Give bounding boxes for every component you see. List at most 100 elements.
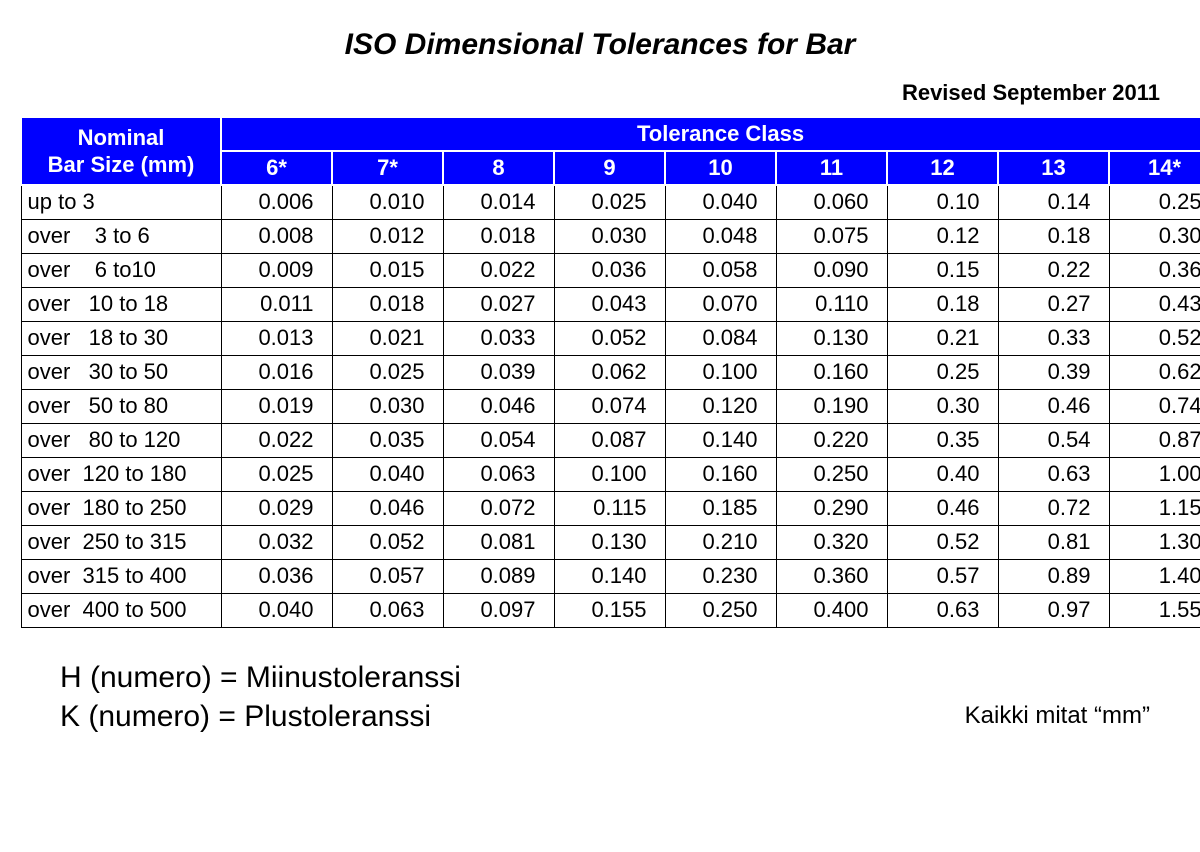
value-cell: 0.63 bbox=[887, 593, 998, 627]
value-cell: 0.009 bbox=[221, 253, 332, 287]
size-cell: over 180 to 250 bbox=[21, 491, 221, 525]
value-cell: 0.025 bbox=[332, 355, 443, 389]
table-row: over 50 to 800.0190.0300.0460.0740.1200.… bbox=[21, 389, 1200, 423]
value-cell: 0.032 bbox=[221, 525, 332, 559]
table-row: over 120 to 1800.0250.0400.0630.1000.160… bbox=[21, 457, 1200, 491]
table-row: over 250 to 3150.0320.0520.0810.1300.210… bbox=[21, 525, 1200, 559]
value-cell: 0.33 bbox=[998, 321, 1109, 355]
value-cell: 0.52 bbox=[887, 525, 998, 559]
value-cell: 0.160 bbox=[776, 355, 887, 389]
value-cell: 0.006 bbox=[221, 185, 332, 219]
value-cell: 0.014 bbox=[443, 185, 554, 219]
value-cell: 0.097 bbox=[443, 593, 554, 627]
value-cell: 0.54 bbox=[998, 423, 1109, 457]
value-cell: 0.52 bbox=[1109, 321, 1200, 355]
table-row: over 400 to 5000.0400.0630.0970.1550.250… bbox=[21, 593, 1200, 627]
value-cell: 0.025 bbox=[221, 457, 332, 491]
value-cell: 0.74 bbox=[1109, 389, 1200, 423]
value-cell: 0.43 bbox=[1109, 287, 1200, 321]
value-cell: 0.021 bbox=[332, 321, 443, 355]
value-cell: 0.063 bbox=[443, 457, 554, 491]
value-cell: 0.035 bbox=[332, 423, 443, 457]
value-cell: 0.057 bbox=[332, 559, 443, 593]
value-cell: 0.090 bbox=[776, 253, 887, 287]
value-cell: 0.40 bbox=[887, 457, 998, 491]
header-nominal-line1: Nominal bbox=[78, 125, 165, 150]
table-row: up to 30.0060.0100.0140.0250.0400.0600.1… bbox=[21, 185, 1200, 219]
revised-date: Revised September 2011 bbox=[20, 80, 1160, 106]
size-cell: over 30 to 50 bbox=[21, 355, 221, 389]
value-cell: 0.012 bbox=[332, 219, 443, 253]
value-cell: 0.058 bbox=[665, 253, 776, 287]
header-class-3: 9 bbox=[554, 151, 665, 185]
size-cell: over 10 to 18 bbox=[21, 287, 221, 321]
value-cell: 0.100 bbox=[554, 457, 665, 491]
value-cell: 0.010 bbox=[332, 185, 443, 219]
value-cell: 0.210 bbox=[665, 525, 776, 559]
value-cell: 0.087 bbox=[554, 423, 665, 457]
table-row: over 315 to 4000.0360.0570.0890.1400.230… bbox=[21, 559, 1200, 593]
footer-right: Kaikki mitat “mm” bbox=[965, 702, 1150, 736]
size-cell: over 400 to 500 bbox=[21, 593, 221, 627]
header-class-7: 13 bbox=[998, 151, 1109, 185]
value-cell: 0.25 bbox=[887, 355, 998, 389]
value-cell: 0.070 bbox=[665, 287, 776, 321]
value-cell: 0.30 bbox=[887, 389, 998, 423]
value-cell: 0.046 bbox=[443, 389, 554, 423]
value-cell: 0.029 bbox=[221, 491, 332, 525]
value-cell: 1.30 bbox=[1109, 525, 1200, 559]
value-cell: 0.025 bbox=[554, 185, 665, 219]
value-cell: 0.062 bbox=[554, 355, 665, 389]
table-row: over 3 to 60.0080.0120.0180.0300.0480.07… bbox=[21, 219, 1200, 253]
value-cell: 0.190 bbox=[776, 389, 887, 423]
table-row: over 30 to 500.0160.0250.0390.0620.1000.… bbox=[21, 355, 1200, 389]
value-cell: 0.011 bbox=[221, 287, 332, 321]
value-cell: 0.089 bbox=[443, 559, 554, 593]
value-cell: 0.57 bbox=[887, 559, 998, 593]
value-cell: 1.00 bbox=[1109, 457, 1200, 491]
value-cell: 0.036 bbox=[221, 559, 332, 593]
value-cell: 0.072 bbox=[443, 491, 554, 525]
value-cell: 0.030 bbox=[332, 389, 443, 423]
value-cell: 0.140 bbox=[665, 423, 776, 457]
size-cell: over 18 to 30 bbox=[21, 321, 221, 355]
value-cell: 0.185 bbox=[665, 491, 776, 525]
value-cell: 0.89 bbox=[998, 559, 1109, 593]
value-cell: 0.46 bbox=[998, 389, 1109, 423]
value-cell: 0.10 bbox=[887, 185, 998, 219]
value-cell: 0.033 bbox=[443, 321, 554, 355]
value-cell: 0.27 bbox=[998, 287, 1109, 321]
table-header: Nominal Bar Size (mm) Tolerance Class 6*… bbox=[21, 117, 1200, 185]
value-cell: 0.290 bbox=[776, 491, 887, 525]
value-cell: 0.046 bbox=[332, 491, 443, 525]
size-cell: over 250 to 315 bbox=[21, 525, 221, 559]
tolerance-table: Nominal Bar Size (mm) Tolerance Class 6*… bbox=[20, 116, 1200, 628]
size-cell: over 3 to 6 bbox=[21, 219, 221, 253]
value-cell: 0.074 bbox=[554, 389, 665, 423]
value-cell: 0.97 bbox=[998, 593, 1109, 627]
value-cell: 0.30 bbox=[1109, 219, 1200, 253]
value-cell: 0.35 bbox=[887, 423, 998, 457]
value-cell: 0.115 bbox=[554, 491, 665, 525]
value-cell: 0.027 bbox=[443, 287, 554, 321]
value-cell: 0.12 bbox=[887, 219, 998, 253]
footer: H (numero) = Miinustoleranssi K (numero)… bbox=[20, 658, 1180, 736]
footer-line2: K (numero) = Plustoleranssi bbox=[60, 697, 461, 736]
value-cell: 0.052 bbox=[332, 525, 443, 559]
table-row: over 80 to 1200.0220.0350.0540.0870.1400… bbox=[21, 423, 1200, 457]
value-cell: 0.040 bbox=[665, 185, 776, 219]
value-cell: 0.18 bbox=[887, 287, 998, 321]
value-cell: 0.62 bbox=[1109, 355, 1200, 389]
value-cell: 0.100 bbox=[665, 355, 776, 389]
value-cell: 0.019 bbox=[221, 389, 332, 423]
header-class-6: 12 bbox=[887, 151, 998, 185]
header-class-8: 14* bbox=[1109, 151, 1200, 185]
value-cell: 0.140 bbox=[554, 559, 665, 593]
value-cell: 0.110 bbox=[776, 287, 887, 321]
value-cell: 0.008 bbox=[221, 219, 332, 253]
value-cell: 0.013 bbox=[221, 321, 332, 355]
value-cell: 0.63 bbox=[998, 457, 1109, 491]
table-row: over 6 to100.0090.0150.0220.0360.0580.09… bbox=[21, 253, 1200, 287]
value-cell: 0.14 bbox=[998, 185, 1109, 219]
value-cell: 0.220 bbox=[776, 423, 887, 457]
